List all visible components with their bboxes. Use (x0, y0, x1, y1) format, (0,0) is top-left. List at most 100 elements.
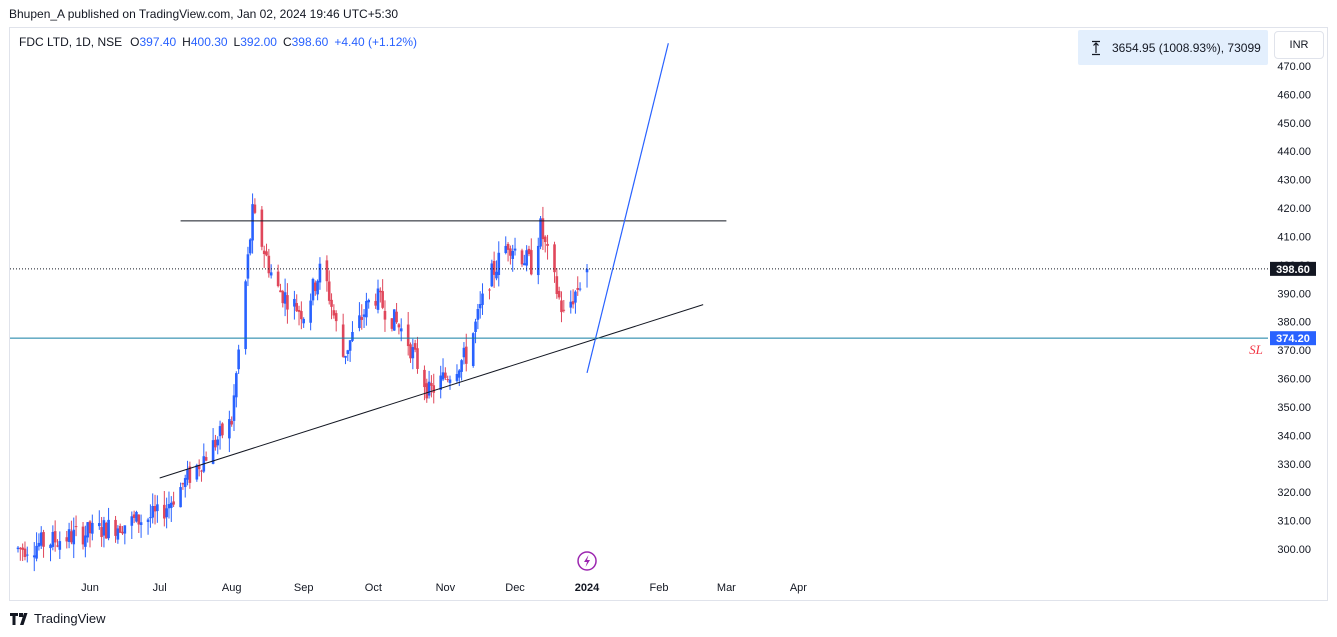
publish-info: Bhupen_A published on TradingView.com, J… (9, 7, 399, 21)
candle-body (367, 299, 371, 303)
candle-body (186, 469, 189, 480)
candle-body (527, 248, 531, 255)
candle-body (260, 209, 264, 247)
support-trendline[interactable] (159, 304, 704, 479)
candle-body (153, 506, 157, 512)
candle-body (464, 346, 468, 364)
candle-body (72, 529, 76, 545)
candle-body (511, 251, 515, 259)
candle-body (228, 419, 231, 439)
candle-body (221, 423, 224, 436)
candle-body (107, 519, 110, 539)
candle-body (529, 250, 533, 275)
candle-body (32, 555, 36, 558)
candle-body (536, 245, 540, 276)
candle-body (297, 310, 301, 312)
blue-trendline[interactable] (586, 43, 669, 373)
candle-body (53, 531, 57, 543)
candle-body (309, 300, 312, 323)
candle-body (497, 252, 501, 276)
candle-body (462, 347, 466, 358)
candle-body (471, 333, 475, 366)
candle-body (311, 278, 315, 301)
candle-body (114, 519, 117, 536)
candle-body (562, 309, 566, 311)
currency-button[interactable]: INR (1274, 31, 1324, 59)
candle-body (49, 544, 52, 549)
candle-body (139, 522, 143, 525)
candle-body (293, 298, 296, 307)
symbol-name[interactable]: FDC LTD, 1D, NSE (19, 35, 123, 49)
candle-body (300, 311, 303, 320)
candle-body (237, 349, 240, 370)
candle-body (165, 508, 168, 518)
open-label: O (130, 35, 140, 49)
candle-body (130, 516, 134, 526)
y-tick-label: 420.00 (1277, 203, 1311, 215)
candle-body (546, 243, 549, 246)
candle-body (399, 328, 403, 332)
candle-body (51, 532, 55, 547)
candle-body (132, 514, 136, 518)
candle-body (135, 511, 138, 522)
y-tick-label: 350.00 (1277, 402, 1311, 414)
y-tick-label: 450.00 (1277, 118, 1311, 130)
y-tick-label: 410.00 (1277, 231, 1311, 243)
candle-body (346, 350, 350, 354)
candle-body (492, 261, 496, 275)
measure-text: 3654.95 (1008.93%), 73099 (1112, 40, 1261, 55)
candle-body (121, 531, 124, 534)
sl-price-label-bg (1270, 331, 1316, 346)
candle-body (478, 304, 482, 309)
sl-price-label: 374.20 (1276, 333, 1310, 345)
candle-body (262, 250, 266, 255)
x-tick-label: 2024 (575, 582, 600, 594)
y-tick-label: 430.00 (1277, 175, 1311, 187)
candle-body (425, 383, 429, 399)
x-tick-label: Oct (365, 582, 382, 594)
chart-frame (9, 27, 1328, 601)
candle-body (88, 521, 92, 534)
candle-body (16, 547, 20, 550)
candle-body (325, 260, 329, 282)
candle-body (246, 254, 250, 279)
candle-body (358, 315, 361, 329)
candle-body (313, 282, 317, 292)
sl-text: SL (1249, 342, 1263, 357)
candle-body (576, 287, 580, 290)
candle-body (383, 310, 387, 320)
candle-body (251, 204, 254, 241)
candle-body (276, 271, 280, 287)
candle-body (539, 218, 542, 247)
candle-body (230, 420, 233, 425)
tradingview-brand[interactable]: TradingView (10, 611, 106, 626)
candle-body (37, 542, 41, 547)
measure-icon (1092, 40, 1100, 55)
candle-body (283, 292, 287, 304)
candle-body (439, 375, 443, 390)
candle-body (188, 466, 192, 483)
candle-body (116, 528, 120, 540)
candle-body (457, 370, 461, 378)
x-tick-label: Jul (153, 582, 167, 594)
y-tick-label: 360.00 (1277, 374, 1311, 386)
candle-body (557, 290, 561, 298)
x-tick-label: Feb (650, 582, 669, 594)
candle-body (84, 535, 87, 547)
close-label: C (282, 35, 292, 49)
candle-body (560, 300, 563, 313)
y-tick-label: 300.00 (1277, 544, 1311, 556)
x-tick-label: Sep (294, 582, 314, 594)
candle-body (397, 324, 401, 328)
candle-body (381, 291, 384, 308)
brand-name: TradingView (34, 611, 106, 626)
y-tick-label: 470.00 (1277, 61, 1311, 73)
candle-body (118, 525, 122, 533)
candle-body (571, 301, 575, 305)
candle-body (169, 502, 173, 508)
candle-body (211, 440, 215, 464)
candle-body (137, 514, 141, 525)
candle-body (74, 526, 78, 528)
candle-body (156, 504, 159, 512)
